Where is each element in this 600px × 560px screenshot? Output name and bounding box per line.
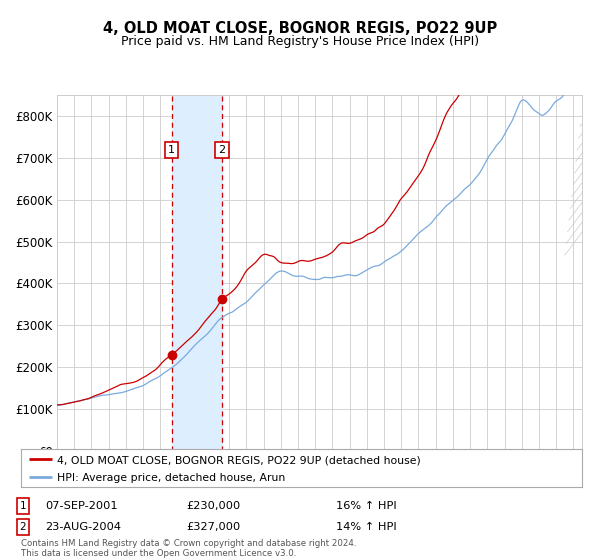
Text: 2: 2 — [19, 522, 26, 532]
Text: £327,000: £327,000 — [186, 522, 240, 532]
Text: 16% ↑ HPI: 16% ↑ HPI — [336, 501, 397, 511]
Bar — [172, 95, 222, 451]
Text: 2: 2 — [218, 145, 226, 155]
Text: 4, OLD MOAT CLOSE, BOGNOR REGIS, PO22 9UP: 4, OLD MOAT CLOSE, BOGNOR REGIS, PO22 9U… — [103, 21, 497, 36]
Text: Contains HM Land Registry data © Crown copyright and database right 2024.
This d: Contains HM Land Registry data © Crown c… — [21, 539, 356, 558]
Text: HPI: Average price, detached house, Arun: HPI: Average price, detached house, Arun — [58, 473, 286, 483]
Text: 23-AUG-2004: 23-AUG-2004 — [45, 522, 121, 532]
Text: Price paid vs. HM Land Registry's House Price Index (HPI): Price paid vs. HM Land Registry's House … — [121, 35, 479, 48]
Text: 07-SEP-2001: 07-SEP-2001 — [45, 501, 118, 511]
Text: 14% ↑ HPI: 14% ↑ HPI — [336, 522, 397, 532]
Text: £230,000: £230,000 — [186, 501, 240, 511]
Text: 4, OLD MOAT CLOSE, BOGNOR REGIS, PO22 9UP (detached house): 4, OLD MOAT CLOSE, BOGNOR REGIS, PO22 9U… — [58, 455, 421, 465]
Text: 1: 1 — [168, 145, 175, 155]
Text: 1: 1 — [19, 501, 26, 511]
